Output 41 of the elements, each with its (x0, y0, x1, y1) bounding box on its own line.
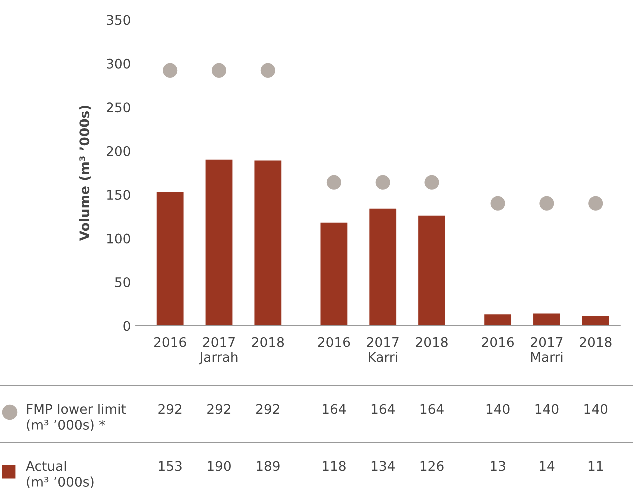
text: Karri (369, 352, 398, 362)
data-label: 140 (584, 404, 608, 414)
data-label: 13 (491, 461, 506, 472)
text: Marri (531, 352, 563, 362)
data-label: 140 (536, 404, 559, 414)
x-tick-label: 2018 (416, 337, 448, 348)
y-axis-title: Volume (m³ ’000s) (79, 106, 92, 242)
x-tick-label: 2016 (318, 337, 350, 348)
data-label: 164 (372, 404, 395, 414)
data-label: 292 (158, 404, 182, 414)
data-label: 153 (159, 461, 182, 472)
legend-label: FMP lower limit (m³ ’000s) * (27, 404, 126, 432)
data-label: 134 (372, 461, 395, 472)
data-label: 189 (257, 461, 280, 472)
data-label: 126 (420, 461, 444, 472)
data-label: 11 (588, 461, 604, 472)
x-tick-label: 2017 (203, 337, 235, 348)
y-tick-label: 100 (108, 234, 130, 244)
data-label: 292 (208, 404, 231, 414)
x-tick-label: 2018 (580, 337, 612, 348)
y-tick-label: 250 (107, 102, 130, 113)
data-label: 164 (323, 404, 346, 414)
x-tick-label: 2018 (252, 337, 284, 348)
legend-label: Actual (m³ ’000s) (26, 461, 94, 489)
data-label: 140 (486, 404, 510, 414)
x-tick-label: 2016 (482, 337, 514, 348)
y-tick-label: 50 (115, 278, 130, 288)
y-tick-label: 0 (124, 321, 130, 332)
data-label: 292 (256, 404, 280, 414)
y-tick-label: 200 (107, 146, 130, 156)
text: Jarrah (199, 352, 238, 365)
data-label: 164 (420, 404, 444, 414)
y-tick-label: 150 (108, 190, 130, 200)
x-tick-label: 2016 (154, 337, 186, 348)
x-tick-label: 2017 (531, 337, 563, 348)
y-tick-label: 300 (107, 58, 130, 69)
y-tick-label: 350 (107, 15, 130, 26)
x-tick-label: 2017 (367, 337, 399, 348)
data-label: 14 (540, 461, 555, 472)
data-label: 190 (208, 461, 231, 472)
data-label: 118 (323, 461, 346, 472)
